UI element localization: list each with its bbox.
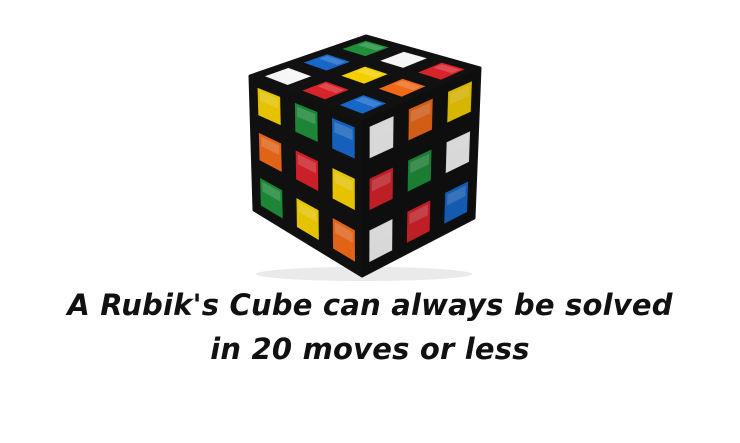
top-face-sticker-gloss-0-0 xyxy=(357,42,385,51)
right-face-sticker-gloss-1-0 xyxy=(371,171,391,192)
top-face-sticker-1-1-yellow xyxy=(340,66,389,85)
left-face-sticker-1-0-orange xyxy=(258,132,283,173)
top-face-sticker-2-2-blue xyxy=(339,94,387,115)
right-face-sticker-gloss-0-1 xyxy=(411,102,431,122)
top-face-sticker-0-0-green xyxy=(341,40,390,57)
right-face-sticker-1-1-green xyxy=(407,149,432,192)
top-face-sticker-gloss-2-0 xyxy=(280,69,307,80)
right-face-sticker-2-2-blue xyxy=(443,181,469,224)
right-face-sticker-0-0-white xyxy=(369,115,394,159)
right-face-sticker-gloss-0-2 xyxy=(450,85,470,105)
top-face-sticker-gloss-2-1 xyxy=(317,83,345,94)
top-face-sticker-gloss-1-0 xyxy=(319,55,346,65)
left-face-sticker-gloss-0-1 xyxy=(297,106,316,125)
right-face-sticker-gloss-1-1 xyxy=(410,153,430,174)
top-face-sticker-0-2-red xyxy=(417,62,466,81)
left-face-sticker-1-2-yellow xyxy=(332,167,356,211)
left-face-sticker-0-0-yellow xyxy=(257,87,282,126)
left-face-sticker-0-1-green xyxy=(294,102,319,143)
right-face-sticker-2-1-red xyxy=(406,199,431,244)
top-face-sticker-gloss-0-1 xyxy=(395,53,423,62)
right-face-sticker-1-0-red xyxy=(369,167,394,211)
right-face-shade xyxy=(362,68,480,276)
right-face-sticker-gloss-2-1 xyxy=(409,204,428,225)
top-face-sticker-2-1-red xyxy=(301,81,350,100)
caption-line-1: A Rubik's Cube can always be solved xyxy=(67,288,673,322)
right-face-sticker-2-0-white xyxy=(369,218,393,263)
rubiks-cube-illustration xyxy=(248,34,482,281)
right-face-sticker-gloss-1-2 xyxy=(448,135,468,155)
top-face-sticker-gloss-2-2 xyxy=(355,96,382,108)
top-face-sticker-0-1-white xyxy=(379,51,428,69)
top-face-sticker-2-0-white xyxy=(264,67,312,86)
left-face-sticker-2-2-orange xyxy=(332,217,356,262)
left-face-sticker-gloss-2-0 xyxy=(262,181,281,202)
top-face-sticker-gloss-1-2 xyxy=(394,80,421,91)
top-face-sticker-gloss-0-2 xyxy=(433,64,461,74)
top-face-sticker-1-0-blue xyxy=(303,53,351,71)
left-face-sticker-0-2-blue xyxy=(331,117,356,159)
right-face-sticker-0-1-orange xyxy=(408,98,434,141)
left-face-sticker-gloss-1-0 xyxy=(261,136,280,155)
left-face-sticker-1-1-red xyxy=(295,150,319,192)
left-face-sticker-gloss-2-2 xyxy=(334,222,353,243)
rubiks-cube-image xyxy=(238,28,498,282)
right-face-sticker-gloss-2-2 xyxy=(447,185,466,206)
left-face-sticker-gloss-1-2 xyxy=(334,172,353,192)
right-face-sticker-gloss-0-0 xyxy=(372,120,392,140)
left-face-shade xyxy=(250,76,362,276)
left-face-sticker-gloss-2-1 xyxy=(298,202,317,223)
left-face-sticker-2-0-green xyxy=(259,177,284,219)
left-face-sticker-gloss-0-0 xyxy=(259,91,279,109)
caption-line-2: in 20 moves or less xyxy=(210,332,530,366)
top-face-sticker-1-2-orange xyxy=(378,78,426,97)
right-face-sticker-1-2-white xyxy=(445,131,471,174)
caption: A Rubik's Cube can always be solved in 2… xyxy=(0,283,740,371)
left-face-sticker-2-1-yellow xyxy=(296,197,320,241)
left-face-sticker-gloss-1-1 xyxy=(297,154,316,174)
top-face-sticker-gloss-1-1 xyxy=(356,68,384,78)
right-face-sticker-gloss-2-0 xyxy=(371,223,391,244)
left-face-sticker-gloss-0-2 xyxy=(334,121,353,141)
right-face-sticker-0-2-yellow xyxy=(446,80,473,123)
